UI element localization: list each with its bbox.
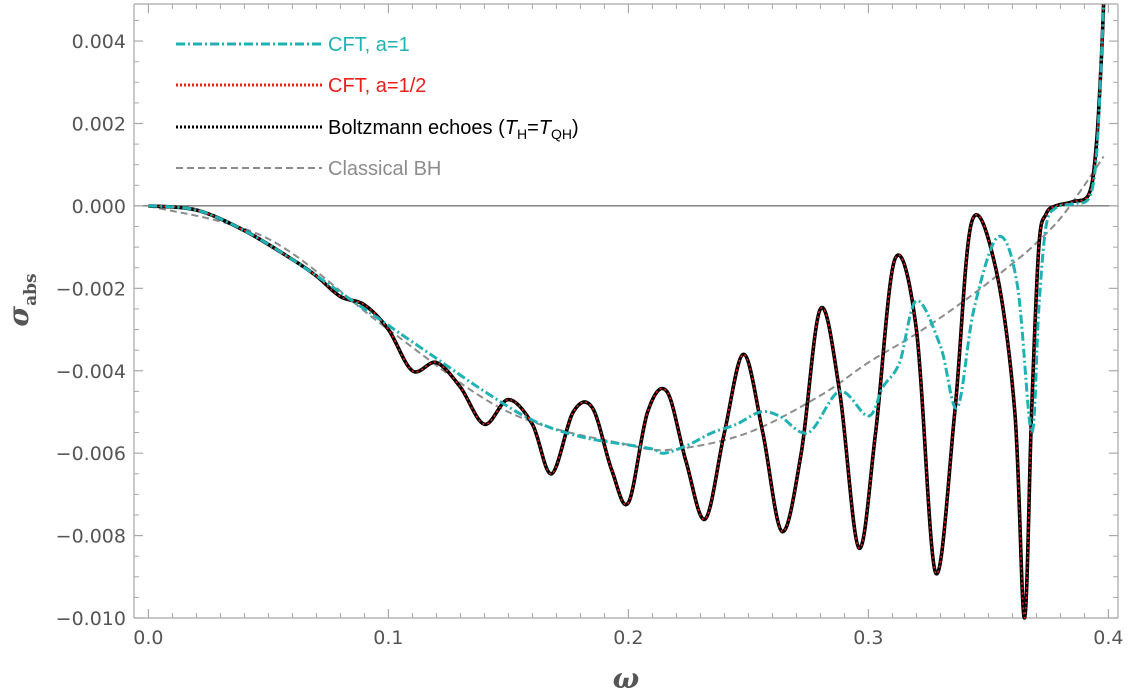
y-tick-label: −0.010	[56, 608, 126, 630]
legend-boltzmann-part-3: H	[517, 126, 527, 142]
plot-frame	[133, 3, 1119, 619]
series-line-cft-a-half	[148, 3, 1105, 619]
y-tick-label: 0.000	[72, 196, 126, 218]
x-tick-label: 0.4	[1093, 627, 1123, 649]
legend-label-classical-bh: Classical BH	[328, 158, 441, 180]
legend-boltzmann-part-1: Boltzmann echoes (	[328, 117, 505, 139]
axis-tick-labels: 0.0 0.1 0.2 0.3 0.4 0.004 0.002 0.000 −0.002 −0.0…	[56, 31, 1124, 649]
legend-label-cft-a1: CFT, a=1	[328, 34, 410, 56]
y-axis-title-text: σabs	[2, 273, 41, 326]
series-line-cft-a1	[148, 3, 1106, 455]
series-line-boltzmann	[148, 3, 1106, 620]
legend-label-cft-a-half: CFT, a=1/2	[328, 75, 426, 97]
legend-boltzmann-part-7: )	[572, 117, 579, 139]
y-axis-title: σabs	[2, 273, 41, 326]
x-tick-label: 0.1	[373, 627, 403, 649]
x-tick-label: 0.0	[133, 627, 163, 649]
x-axis-title: ω	[613, 662, 640, 695]
legend-boltzmann-part-2: T	[505, 117, 519, 139]
y-tick-label: 0.004	[72, 31, 126, 53]
legend-boltzmann-part-5: T	[539, 117, 553, 139]
x-axis-title-text: ω	[613, 662, 640, 695]
axis-ticks	[134, 4, 1118, 619]
y-axis-title-sub: abs	[21, 273, 41, 305]
y-axis-title-main: σ	[2, 306, 35, 327]
x-tick-label: 0.3	[853, 627, 883, 649]
series-layer	[148, 3, 1106, 620]
x-tick-label: 0.2	[613, 627, 643, 649]
y-tick-label: −0.008	[56, 526, 126, 548]
legend-boltzmann-part-4: =	[527, 117, 539, 139]
y-tick-label: −0.004	[56, 361, 126, 383]
y-tick-label: −0.006	[56, 443, 126, 465]
y-tick-label: −0.002	[56, 278, 126, 300]
legend-boltzmann-part-6: QH	[551, 126, 572, 142]
series-line-classical-bh	[148, 155, 1105, 452]
y-tick-label: 0.002	[72, 114, 126, 136]
legend-label-boltzmann: Boltzmann echoes (TH=TQH)	[328, 117, 579, 142]
legend: CFT, a=1 CFT, a=1/2 Boltzmann echoes (TH…	[176, 34, 579, 180]
